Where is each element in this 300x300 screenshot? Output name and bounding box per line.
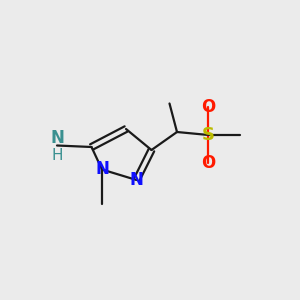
Text: O: O [201, 98, 216, 116]
Text: N: N [50, 129, 64, 147]
Text: O: O [201, 154, 216, 172]
Text: N: N [130, 171, 143, 189]
Text: N: N [95, 160, 109, 178]
Text: H: H [51, 148, 63, 164]
Text: S: S [202, 126, 215, 144]
